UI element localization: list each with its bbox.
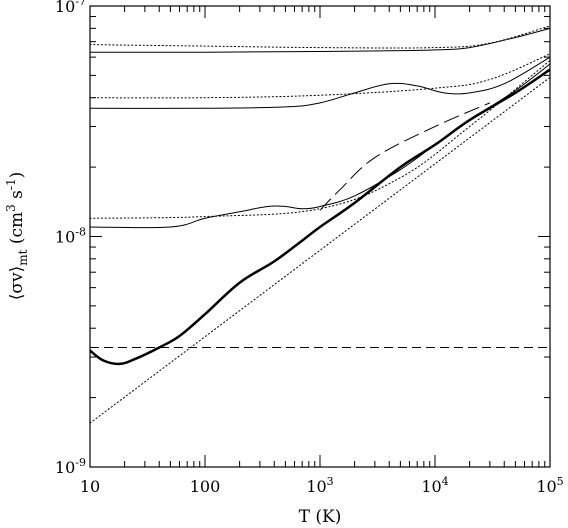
y-tick-label: 10-9	[55, 456, 86, 477]
y-tick-label: 10-8	[55, 226, 86, 247]
x-tick-label: 103	[306, 475, 333, 496]
x-tick-label: 10	[80, 477, 100, 496]
x-axis-label: T (K)	[299, 507, 342, 527]
x-tick-label: 104	[421, 475, 448, 496]
y-axis-label-units-exp2: -1	[4, 178, 18, 190]
y-axis-label-sub: mt	[16, 249, 30, 265]
series-line-5-solid	[89, 63, 551, 229]
x-tick-label: 100	[190, 477, 221, 496]
series-group	[89, 25, 551, 424]
series-line-6-dotted	[89, 60, 551, 219]
axis-ticks	[89, 6, 550, 468]
series-line-10-longdash	[319, 102, 491, 211]
series-line-8-dotted	[89, 76, 551, 424]
plot-frame	[89, 5, 551, 468]
y-axis-label-units-exp1: 3	[4, 204, 18, 212]
series-line-7-solid	[89, 68, 551, 366]
y-axis-label: ⟨σv⟩mt (cm3 s-1)	[4, 172, 30, 301]
series-line-2-dotted	[89, 25, 551, 49]
y-axis-label-units-end: )	[7, 172, 27, 179]
svg-text:⟨σv⟩mt (cm3 s-1): ⟨σv⟩mt (cm3 s-1)	[4, 172, 30, 301]
y-axis-label-main: ⟨σv⟩	[7, 266, 27, 300]
series-line-4-dotted	[89, 53, 551, 99]
y-axis-label-units-mid: s	[7, 190, 27, 204]
x-tick-label: 105	[536, 475, 563, 496]
series-line-1-solid	[89, 27, 551, 53]
series-line-3-solid	[89, 56, 551, 109]
y-tick-label: 10-7	[55, 0, 86, 16]
tick-labels: 10 100 103 104 105 10-9 10-8 10-7	[55, 0, 564, 496]
y-axis-label-units: (cm	[7, 212, 27, 244]
